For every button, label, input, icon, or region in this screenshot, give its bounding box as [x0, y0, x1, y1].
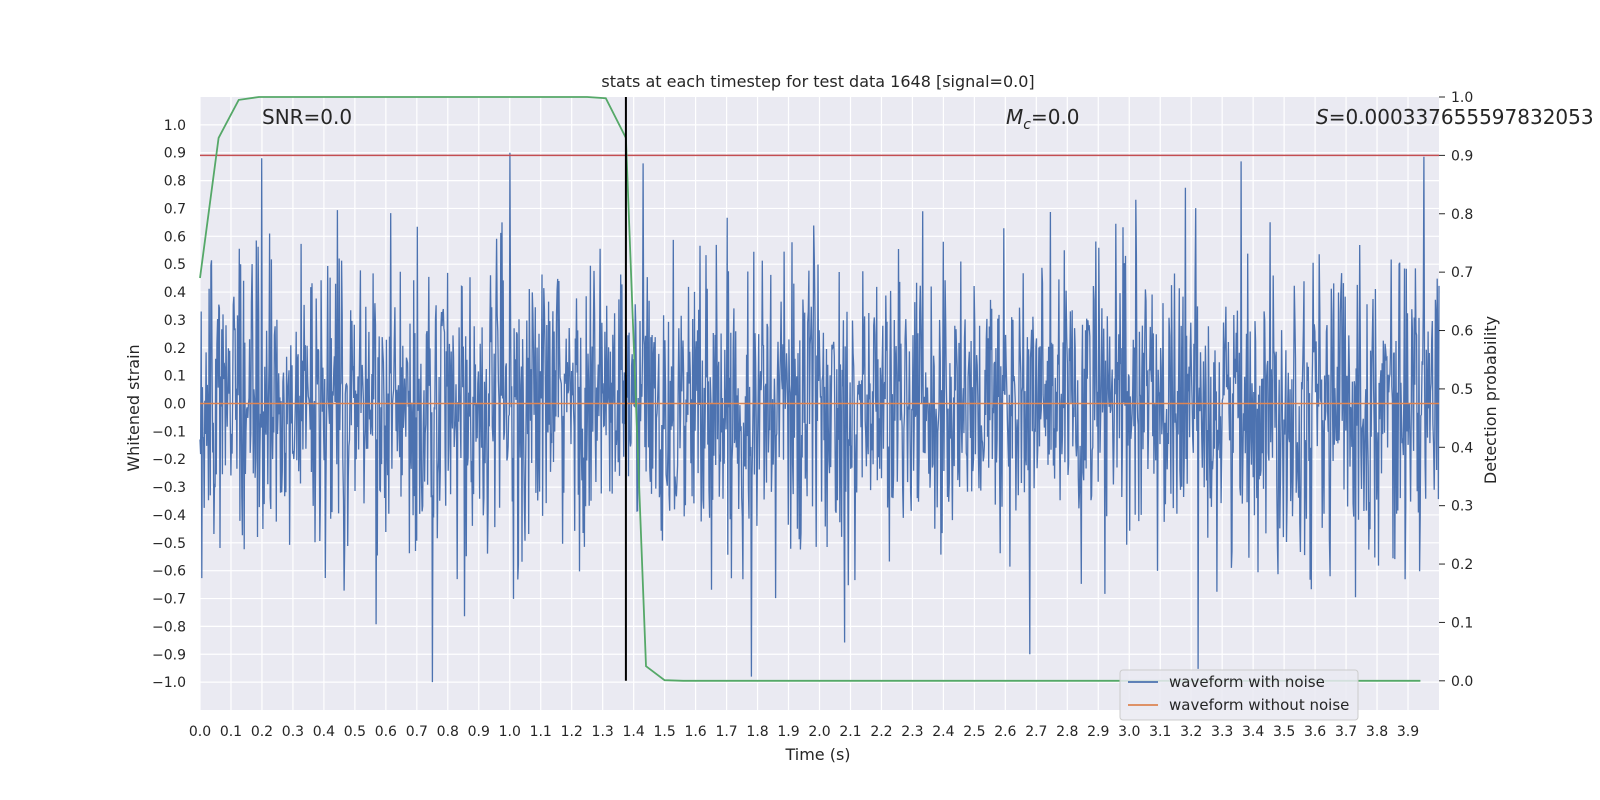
- x-tick-label: 3.7: [1335, 724, 1357, 740]
- x-tick-label: 0.0: [189, 724, 211, 740]
- y-axis-label: Whitened strain: [124, 344, 143, 471]
- x-tick-label: 0.8: [437, 724, 459, 740]
- mc-symbol: M: [1006, 105, 1023, 129]
- chart-title: stats at each timestep for test data 164…: [601, 72, 1034, 91]
- x-tick-label: 0.2: [251, 724, 273, 740]
- x-tick-label: 1.5: [653, 724, 675, 740]
- y-tick-label: −0.9: [152, 647, 186, 663]
- y2-tick-label: 0.2: [1451, 557, 1473, 573]
- y-tick-label: 0.2: [164, 341, 186, 357]
- x-tick-label: 3.1: [1149, 724, 1171, 740]
- y-tick-label: −1.0: [152, 675, 186, 691]
- y2-tick-label: 0.4: [1451, 440, 1473, 456]
- y-tick-label: 0.0: [164, 397, 186, 413]
- chirp-mass-annotation: Mc=0.0: [1006, 105, 1080, 133]
- y-tick-label: 0.9: [164, 146, 186, 162]
- legend-label-clean: waveform without noise: [1169, 696, 1349, 714]
- x-tick-label: 1.7: [715, 724, 737, 740]
- x-tick-label: 2.5: [963, 724, 985, 740]
- x-tick-label: 2.7: [1025, 724, 1047, 740]
- x-tick-label: 0.1: [220, 724, 242, 740]
- x-tick-label: 2.3: [901, 724, 923, 740]
- x-tick-label: 1.3: [592, 724, 614, 740]
- y-tick-label: −0.1: [152, 424, 186, 440]
- legend-box: [1119, 669, 1359, 721]
- y-tick-label: −0.6: [152, 564, 186, 580]
- x-tick-label: 1.6: [684, 724, 706, 740]
- y2-axis-ticks: 0.0 0.1 0.2 0.3 0.4 0.5 0.6 0.7 0.8 0.9 1.0: [1439, 90, 1473, 690]
- y-tick-label: 0.8: [164, 174, 186, 190]
- y2-axis-label: Detection probability: [1481, 316, 1500, 484]
- y-tick-label: 0.7: [164, 201, 186, 217]
- x-tick-label: 2.2: [870, 724, 892, 740]
- x-tick-label: 1.2: [561, 724, 583, 740]
- y-tick-label: −0.3: [152, 480, 186, 496]
- y2-tick-label: 0.5: [1451, 382, 1473, 398]
- waveform-noise-path: [199, 152, 1440, 683]
- x-tick-label: 3.2: [1180, 724, 1202, 740]
- x-tick-label: 1.0: [499, 724, 521, 740]
- x-tick-label: 2.4: [932, 724, 954, 740]
- mc-value: =0.0: [1031, 105, 1080, 129]
- x-tick-label: 3.9: [1397, 724, 1419, 740]
- x-tick-label: 2.8: [1056, 724, 1078, 740]
- x-tick-label: 2.0: [808, 724, 830, 740]
- y2-tick-label: 0.1: [1451, 615, 1473, 631]
- x-tick-label: 3.8: [1366, 724, 1388, 740]
- snr-score-annotation: S=0.000337655597832053: [1316, 105, 1594, 129]
- x-axis-label: Time (s): [784, 745, 850, 764]
- y-tick-label: −0.2: [152, 452, 186, 468]
- x-tick-label: 1.9: [777, 724, 799, 740]
- legend-label-noise: waveform with noise: [1169, 673, 1325, 691]
- y-tick-label: 1.0: [164, 118, 186, 134]
- y2-tick-label: 1.0: [1451, 90, 1473, 106]
- y-tick-label: −0.8: [152, 619, 186, 635]
- y2-tick-label: 0.9: [1451, 148, 1473, 164]
- x-tick-label: 1.8: [746, 724, 768, 740]
- x-tick-label: 3.5: [1273, 724, 1295, 740]
- x-tick-label: 3.3: [1211, 724, 1233, 740]
- x-tick-label: 0.6: [375, 724, 397, 740]
- mc-subscript: c: [1023, 117, 1031, 133]
- snr-annotation: SNR=0.0: [262, 105, 352, 129]
- series-waveform-with-noise: [199, 152, 1440, 683]
- y-tick-label: 0.4: [164, 285, 186, 301]
- y-tick-label: 0.3: [164, 313, 186, 329]
- y2-tick-label: 0.0: [1451, 674, 1473, 690]
- y-tick-label: −0.4: [152, 508, 186, 524]
- y-tick-label: 0.5: [164, 257, 186, 273]
- x-tick-label: 2.1: [839, 724, 861, 740]
- x-tick-label: 3.0: [1118, 724, 1140, 740]
- x-tick-label: 0.9: [468, 724, 490, 740]
- series-detection-probability: [199, 96, 1421, 682]
- y2-tick-label: 0.3: [1451, 499, 1473, 515]
- x-tick-label: 0.3: [282, 724, 304, 740]
- x-axis-ticks: 0.0 0.1 0.2 0.3 0.4 0.5 0.6 0.7 0.8 0.9 1.0 1.1 1.2 1…: [189, 724, 1419, 740]
- x-tick-label: 3.4: [1242, 724, 1264, 740]
- s-symbol: S: [1316, 105, 1329, 129]
- x-tick-label: 0.7: [406, 724, 428, 740]
- x-tick-label: 2.9: [1087, 724, 1109, 740]
- legend: waveform with noise waveform without noi…: [1119, 669, 1359, 721]
- y-tick-label: −0.5: [152, 536, 186, 552]
- x-tick-label: 1.1: [530, 724, 552, 740]
- y-tick-label: 0.6: [164, 229, 186, 245]
- y-tick-label: 0.1: [164, 369, 186, 385]
- y2-tick-label: 0.8: [1451, 207, 1473, 223]
- x-tick-label: 0.5: [344, 724, 366, 740]
- y-axis-ticks: −1.0 −0.9 −0.8 −0.7 −0.6 −0.5 −0.4 −0.3 −0.2 −0.1…: [152, 118, 186, 691]
- y-tick-label: −0.7: [152, 592, 186, 608]
- x-tick-label: 2.6: [994, 724, 1016, 740]
- x-tick-label: 0.4: [313, 724, 335, 740]
- x-tick-label: 1.4: [623, 724, 645, 740]
- y2-tick-label: 0.6: [1451, 324, 1473, 340]
- s-value: =0.000337655597832053: [1329, 105, 1594, 129]
- y2-tick-label: 0.7: [1451, 265, 1473, 281]
- x-tick-label: 3.6: [1304, 724, 1326, 740]
